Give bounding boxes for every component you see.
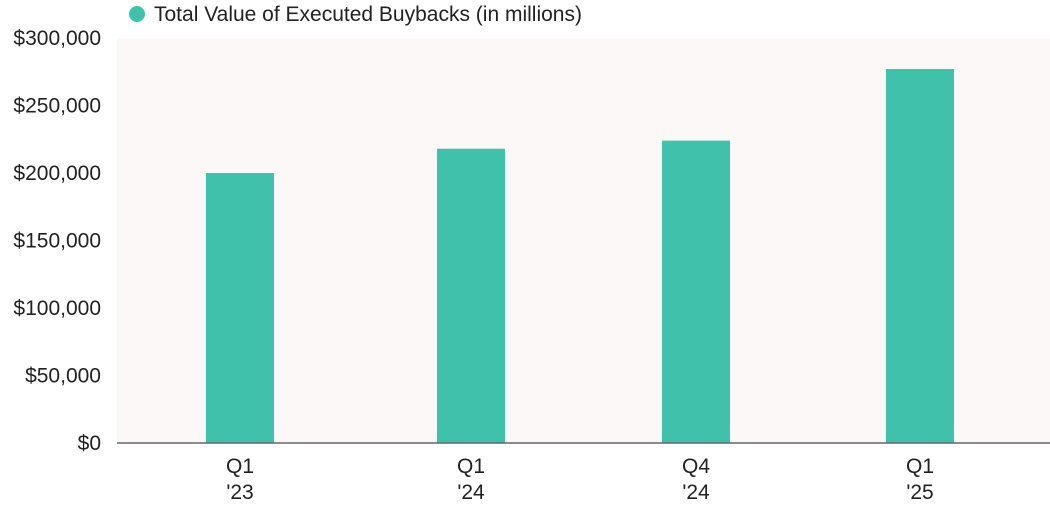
y-tick-label: $300,000 <box>13 27 101 50</box>
bars <box>206 69 954 444</box>
y-tick-label: $200,000 <box>13 162 101 185</box>
y-axis-tick-labels: $0 $50,000 $100,000 $150,000 $200,000 $250,00… <box>13 27 101 455</box>
bar <box>886 69 954 444</box>
x-category-label: Q4'24 <box>682 455 710 504</box>
x-category-label-line2: '23 <box>226 481 253 504</box>
y-tick-label: $50,000 <box>25 365 101 388</box>
y-tick-label: $150,000 <box>13 230 101 253</box>
legend: Total Value of Executed Buybacks (in mil… <box>129 3 582 26</box>
legend-swatch <box>129 6 145 22</box>
y-tick-label: $250,000 <box>13 95 101 118</box>
x-category-label-line1: Q4 <box>682 455 710 478</box>
bar <box>437 148 505 443</box>
y-tick-label: $100,000 <box>13 297 101 320</box>
x-category-label-line1: Q1 <box>226 455 254 478</box>
x-category-label: Q1'23 <box>226 455 254 504</box>
x-category-label-line2: '24 <box>457 481 485 504</box>
x-category-label-line1: Q1 <box>906 455 934 478</box>
bar <box>662 140 730 443</box>
x-category-label-line2: '25 <box>906 481 933 504</box>
x-category-label: Q1'24 <box>457 455 485 504</box>
x-category-label-line2: '24 <box>682 481 710 504</box>
bar <box>206 173 274 443</box>
legend-label: Total Value of Executed Buybacks (in mil… <box>154 3 582 26</box>
x-category-label: Q1'25 <box>906 455 934 504</box>
x-category-label-line1: Q1 <box>457 455 485 478</box>
y-tick-label: $0 <box>78 432 101 455</box>
